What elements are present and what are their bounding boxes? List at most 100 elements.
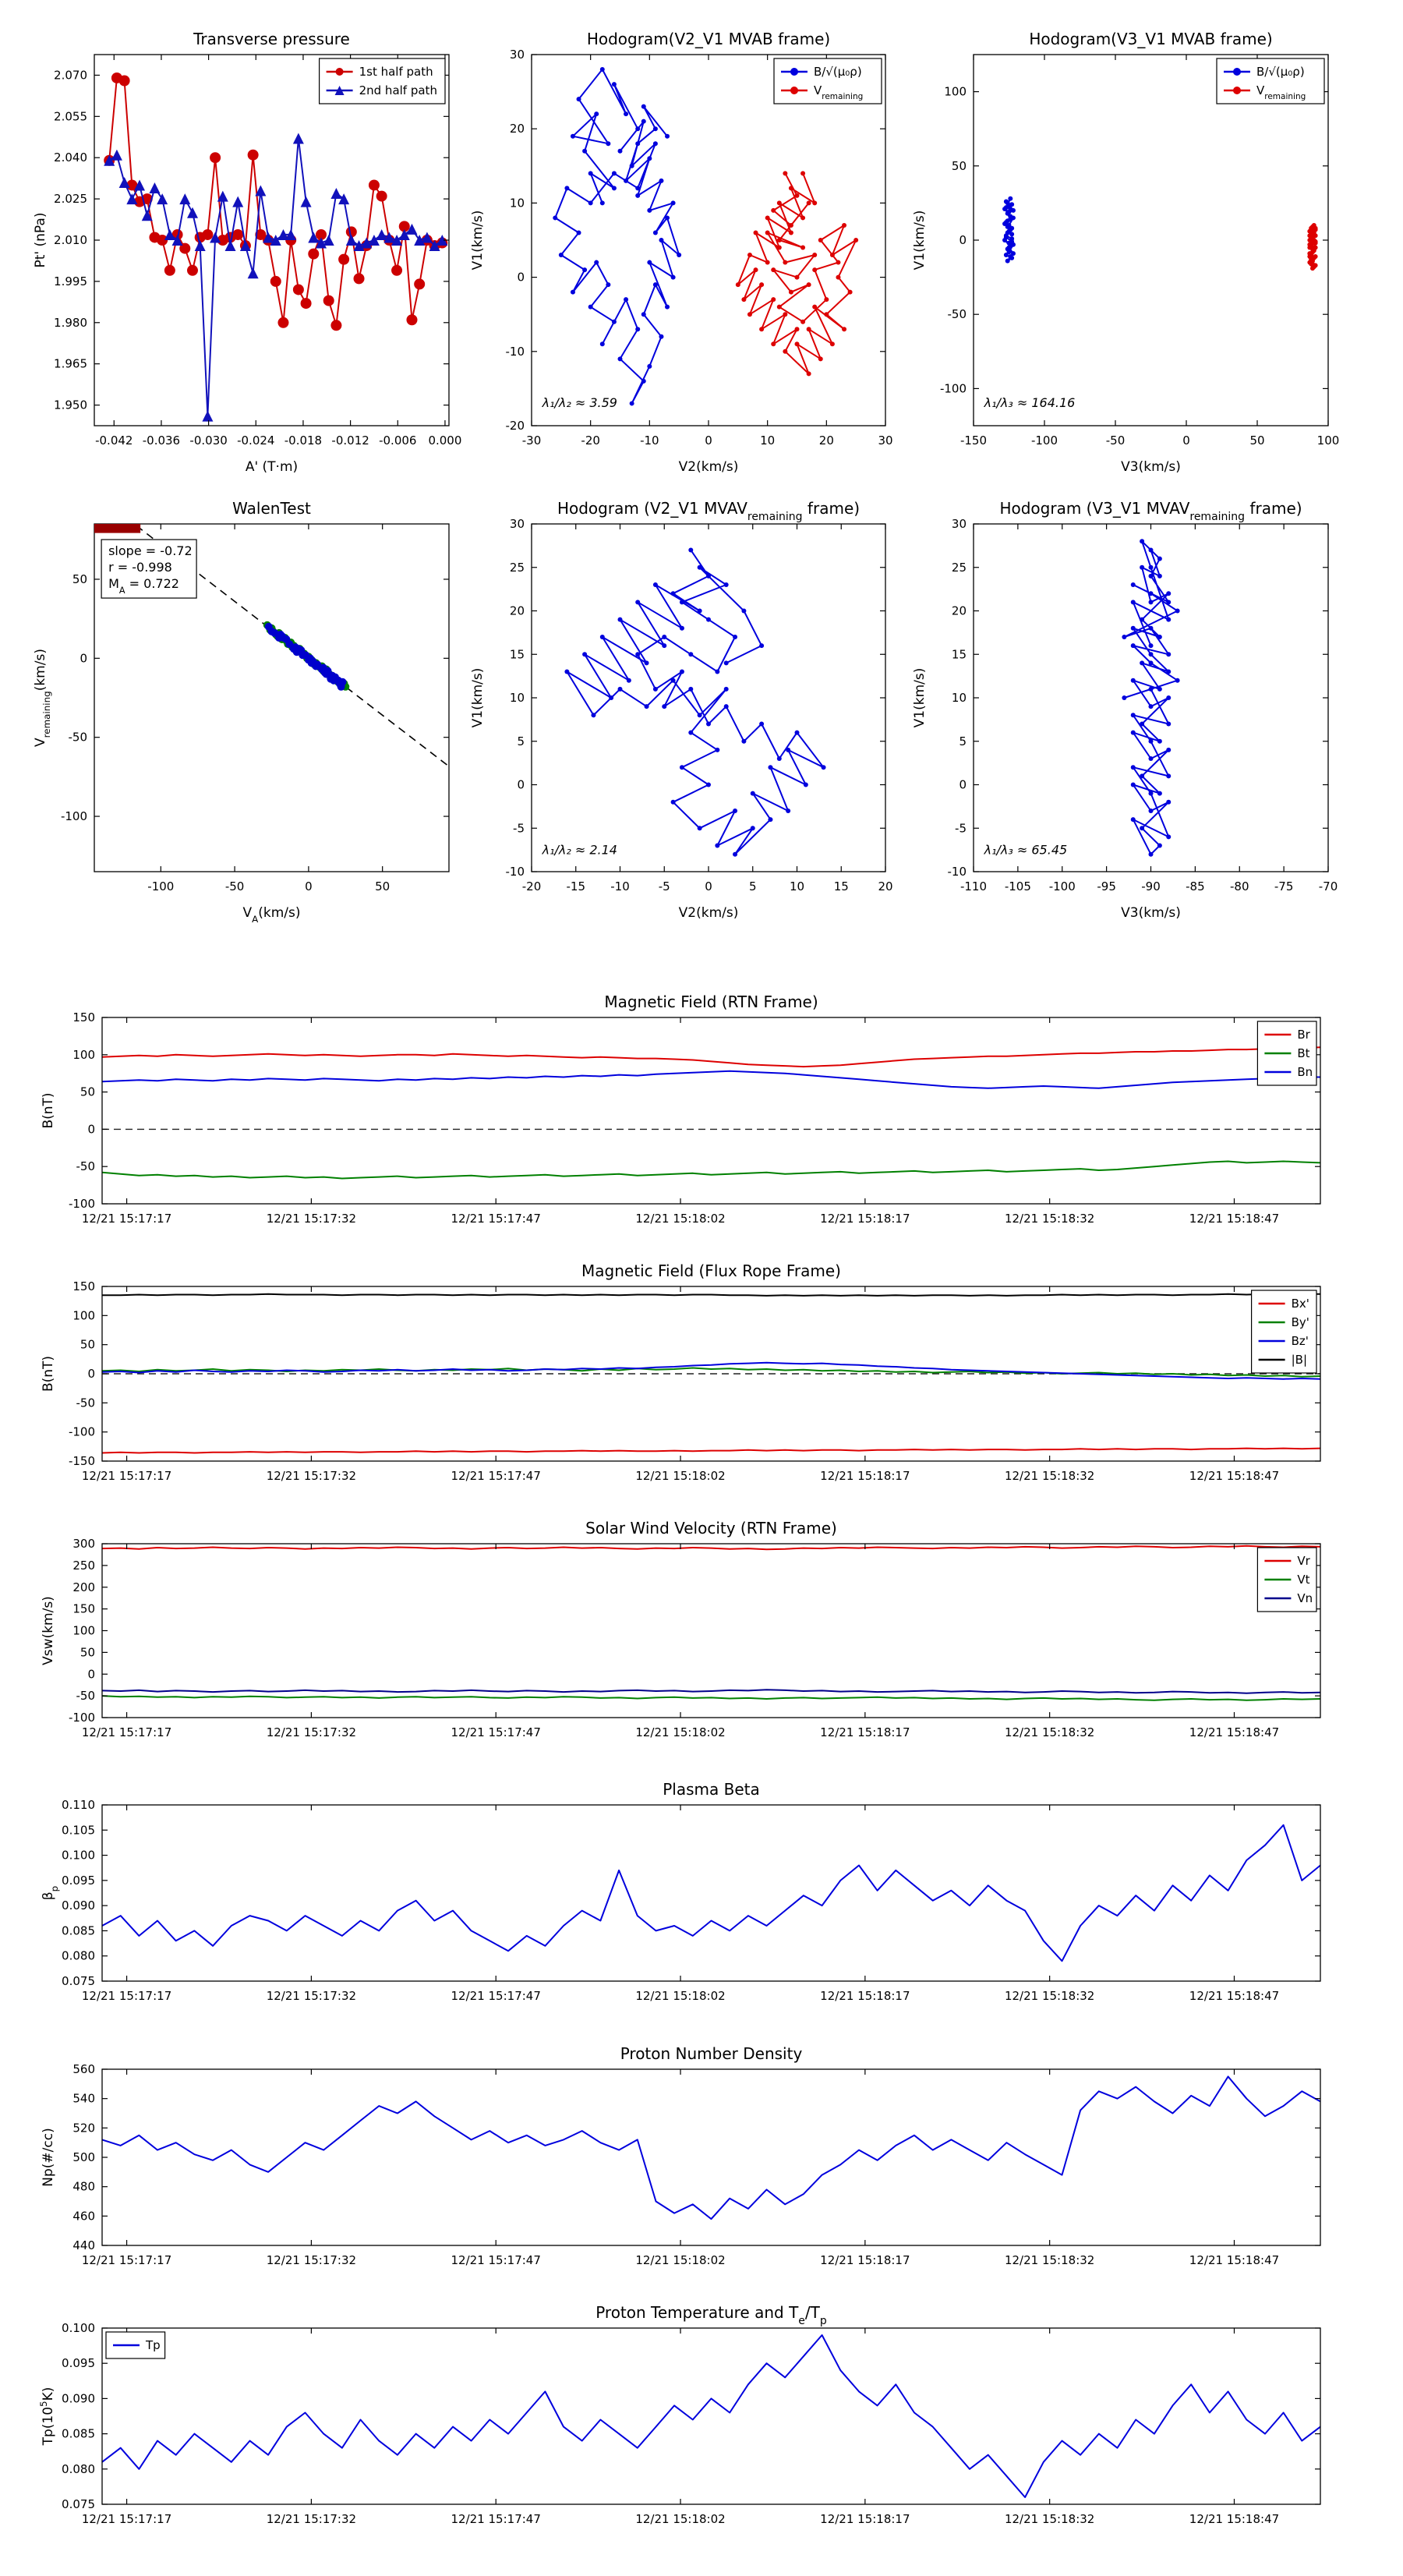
x-tick-label: 12/21 15:18:17	[820, 1725, 910, 1739]
y-tick-label: 2.025	[54, 192, 87, 206]
plot-area-hodogram-v2v1-mvab	[553, 67, 859, 406]
y-tick-label: 480	[72, 2180, 95, 2194]
y-tick-label: 30	[510, 48, 525, 62]
x-axis-label: V2(km/s)	[679, 905, 739, 921]
x-tick-label: -100	[147, 879, 174, 893]
chart-title: Transverse pressure	[193, 30, 350, 48]
y-tick-label: -5	[955, 821, 967, 835]
x-tick-label: 12/21 15:18:47	[1189, 1725, 1279, 1739]
y-tick-label: 0.095	[62, 2356, 95, 2370]
plot-area-hodogram-v3v1-mvab	[1002, 196, 1318, 271]
y-tick-label: 0	[87, 1367, 95, 1381]
series-2nd-half-path	[104, 133, 448, 422]
x-tick-label: 12/21 15:17:47	[451, 2253, 541, 2267]
legend-label: 2nd half path	[359, 83, 437, 97]
y-tick-label: 25	[952, 561, 967, 575]
y-tick-label: 15	[510, 647, 525, 661]
x-tick-label: -30	[522, 433, 542, 448]
y-axis-label: V1(km/s)	[912, 211, 928, 271]
y-axis-label: Np(#/cc)	[41, 2128, 56, 2186]
series-bn	[102, 1070, 1320, 1089]
series-b	[1002, 196, 1016, 264]
y-tick-label: 1.965	[54, 357, 87, 371]
x-tick-label: -0.006	[379, 433, 416, 448]
x-tick-label: 0	[1182, 433, 1190, 448]
y-axis-label: βp	[41, 1886, 60, 1900]
y-tick-label: 10	[952, 691, 967, 705]
y-tick-label: -5	[513, 821, 525, 835]
axes-frame	[101, 1804, 1321, 1982]
series-bt	[102, 1160, 1320, 1180]
legend-label: Bz'	[1292, 1334, 1309, 1348]
x-tick-label: 12/21 15:17:32	[267, 1989, 356, 2003]
x-tick-label: 12/21 15:17:17	[82, 2512, 171, 2526]
plot-area-walen-test	[133, 524, 449, 767]
y-tick-label: 0.085	[62, 2427, 95, 2441]
x-tick-label: 12/21 15:17:47	[451, 2512, 541, 2526]
x-tick-label: 10	[760, 433, 775, 448]
plot-area-plasma-beta	[102, 1824, 1320, 1962]
y-tick-label: 540	[72, 2092, 95, 2106]
y-tick-label: 460	[72, 2209, 95, 2223]
y-tick-label: 50	[80, 1338, 95, 1352]
chart-title: Proton Number Density	[620, 2044, 803, 2063]
x-tick-label: 5	[749, 879, 757, 893]
x-tick-label: 20	[878, 879, 892, 893]
series-tp	[102, 2334, 1320, 2498]
y-tick-label: 200	[72, 1580, 95, 1594]
chart-mag-fluxrope: 12/21 15:17:17 12/21 15:17:32 12/21 15:17:…	[41, 1261, 1321, 1483]
y-tick-label: 0.090	[62, 1898, 95, 1913]
y-axis-label: Vremaining(km/s)	[33, 649, 52, 747]
y-tick-label: 2.070	[54, 68, 87, 82]
y-tick-label: 0.105	[62, 1823, 95, 1837]
chart-title: Hodogram(V2_V1 MVAB frame)	[587, 30, 830, 48]
y-tick-label: -50	[76, 1689, 96, 1703]
y-tick-label: 10	[510, 691, 525, 705]
axes-frame	[973, 54, 1329, 426]
axis-ticks-hodogram-v3v1-mvab: -150 -100 -50 0 50 100 -100 -50 0 50 100	[940, 55, 1339, 448]
x-tick-label: 12/21 15:17:17	[82, 1469, 171, 1483]
x-tick-label: 12/21 15:17:32	[267, 2253, 356, 2267]
y-tick-label: 0.080	[62, 2462, 95, 2476]
y-tick-label: 5	[959, 734, 967, 748]
x-axis-label: A' (T·m)	[246, 459, 298, 475]
y-tick-label: -50	[948, 307, 967, 321]
y-tick-label: 500	[72, 2150, 95, 2164]
series-np	[102, 2075, 1320, 2220]
y-tick-label: 0.075	[62, 2497, 95, 2511]
series-v-remaining	[735, 171, 859, 377]
plot-area-proton-temp	[102, 2334, 1320, 2498]
y-tick-label: 100	[944, 85, 967, 99]
y-tick-label: 0.085	[62, 1923, 95, 1937]
y-tick-label: 100	[72, 1048, 95, 1062]
x-tick-label: -85	[1186, 879, 1205, 893]
x-tick-label: -95	[1097, 879, 1116, 893]
legend: Bx' By' Bz' |B|	[1250, 1290, 1317, 1374]
red-bar	[94, 524, 141, 533]
y-tick-label: 1.950	[54, 398, 87, 412]
x-axis-label: V3(km/s)	[1121, 459, 1181, 475]
series-v-remaining	[1307, 222, 1318, 271]
x-tick-label: -0.042	[95, 433, 133, 448]
y-tick-label: 0	[517, 271, 525, 285]
x-tick-label: 12/21 15:18:02	[635, 1212, 725, 1226]
x-tick-label: 12/21 15:18:32	[1005, 1469, 1094, 1483]
legend-label: Bt	[1297, 1046, 1309, 1060]
axis-ticks-mag-fluxrope: 12/21 15:17:17 12/21 15:17:32 12/21 15:17:…	[69, 1279, 1320, 1483]
plot-area-mag-fluxrope	[102, 1293, 1320, 1454]
annotation: λ₁/λ₃ ≈ 65.45	[984, 843, 1068, 858]
x-tick-label: 12/21 15:18:32	[1005, 2512, 1094, 2526]
x-tick-label: -5	[659, 879, 670, 893]
x-tick-label: 12/21 15:17:17	[82, 1989, 171, 2003]
chart-hodogram-v3v1-mvav: -110 -105 -100 -95 -90 -85 -80 -75 -70 -10 -5 0 5 10 1…	[912, 499, 1338, 921]
y-tick-label: 100	[72, 1624, 95, 1638]
y-tick-label: -20	[506, 419, 525, 433]
y-tick-label: 150	[72, 1279, 95, 1293]
x-tick-label: -20	[581, 433, 600, 448]
legend-label: Vremaining	[814, 83, 863, 101]
series-bx	[102, 1447, 1320, 1454]
x-tick-label: 12/21 15:18:17	[820, 1212, 910, 1226]
legend: B/√(μ₀ρ) Vremaining	[773, 58, 882, 104]
axis-ticks-hodogram-v3v1-mvav: -110 -105 -100 -95 -90 -85 -80 -75 -70 -10 -5 0 5 10 1…	[948, 517, 1338, 893]
